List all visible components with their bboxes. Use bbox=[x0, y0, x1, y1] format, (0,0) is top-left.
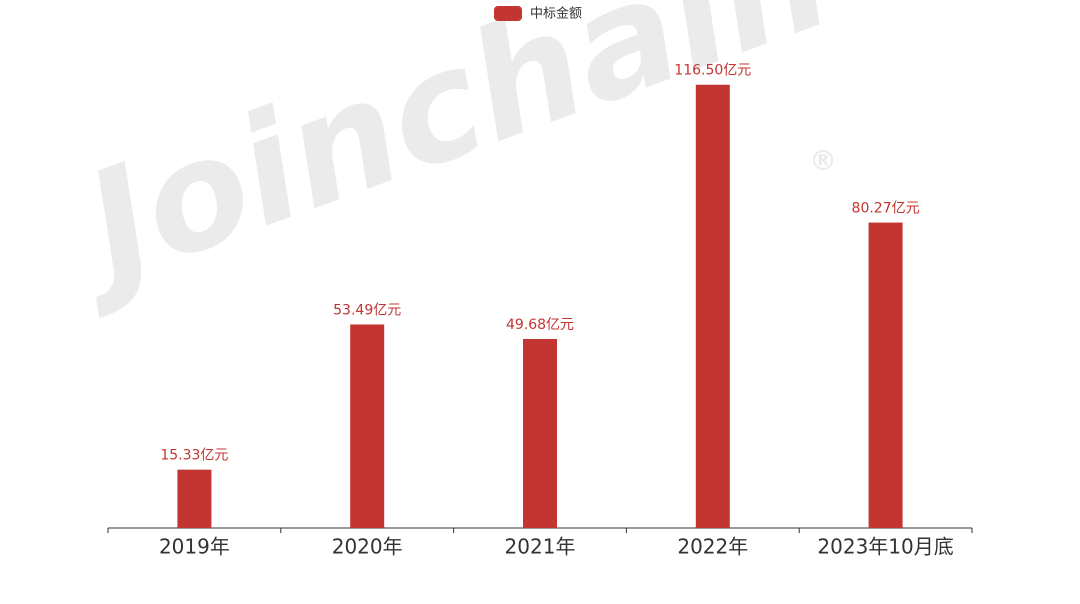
x-tick-label: 2021年 bbox=[505, 535, 576, 559]
data-label: 116.50亿元 bbox=[674, 63, 751, 79]
legend-swatch bbox=[494, 6, 522, 21]
watermark-mark: ® bbox=[809, 144, 837, 177]
bar bbox=[350, 324, 385, 528]
x-tick-label: 2022年 bbox=[677, 535, 748, 559]
x-tick-label: 2023年10月底 bbox=[817, 535, 953, 559]
legend-label: 中标金额 bbox=[530, 6, 582, 22]
bar bbox=[177, 469, 212, 528]
data-label: 53.49亿元 bbox=[333, 302, 401, 318]
bar bbox=[695, 84, 730, 529]
data-label: 49.68亿元 bbox=[506, 317, 574, 333]
bar bbox=[868, 222, 903, 528]
data-label: 80.27亿元 bbox=[852, 201, 920, 217]
x-tick-label: 2020年 bbox=[332, 535, 403, 559]
bar bbox=[523, 338, 557, 528]
data-label: 15.33亿元 bbox=[160, 448, 228, 464]
x-tick-label: 2019年 bbox=[159, 535, 230, 559]
